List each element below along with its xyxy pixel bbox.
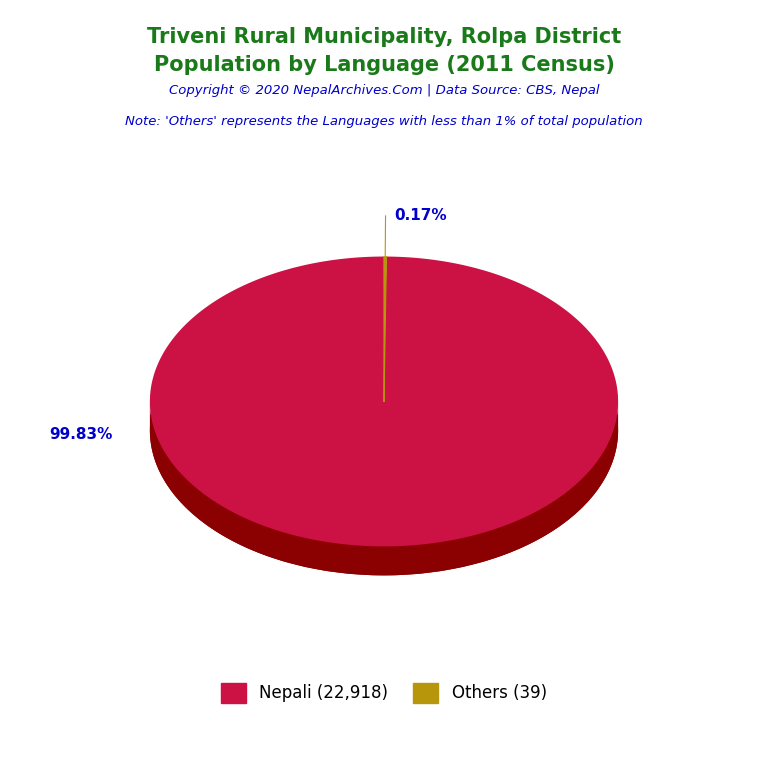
Ellipse shape (150, 286, 618, 575)
Text: Note: 'Others' represents the Languages with less than 1% of total population: Note: 'Others' represents the Languages … (125, 115, 643, 128)
Text: Population by Language (2011 Census): Population by Language (2011 Census) (154, 55, 614, 75)
Text: 0.17%: 0.17% (395, 208, 447, 223)
Text: 99.83%: 99.83% (50, 428, 113, 442)
Polygon shape (150, 402, 618, 575)
Text: Copyright © 2020 NepalArchives.Com | Data Source: CBS, Nepal: Copyright © 2020 NepalArchives.Com | Dat… (169, 84, 599, 98)
Polygon shape (150, 257, 618, 546)
Polygon shape (384, 257, 386, 402)
Text: Triveni Rural Municipality, Rolpa District: Triveni Rural Municipality, Rolpa Distri… (147, 27, 621, 47)
Legend: Nepali (22,918), Others (39): Nepali (22,918), Others (39) (214, 676, 554, 710)
